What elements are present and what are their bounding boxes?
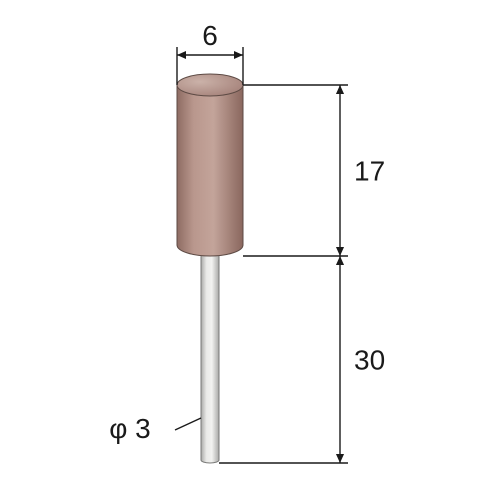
head-length-label: 17	[354, 156, 385, 187]
shank-diameter-label: φ 3	[109, 413, 151, 444]
dim-arrow	[177, 51, 186, 59]
dim-arrow	[336, 454, 344, 463]
shank-length-label: 30	[354, 345, 385, 376]
head-diameter-label: 6	[202, 20, 218, 51]
technical-drawing: 6 17 30 φ 3	[0, 0, 500, 500]
head-top-face	[177, 74, 243, 96]
shank-body	[201, 245, 219, 463]
dim-arrow	[336, 85, 344, 94]
dimension-annotations: 6 17 30 φ 3	[109, 20, 385, 463]
dim-arrow	[234, 51, 243, 59]
dim-line	[175, 418, 201, 430]
dim-arrow	[336, 256, 344, 265]
dim-arrow	[336, 247, 344, 256]
tool-geometry	[177, 74, 243, 463]
head-body	[177, 85, 243, 256]
